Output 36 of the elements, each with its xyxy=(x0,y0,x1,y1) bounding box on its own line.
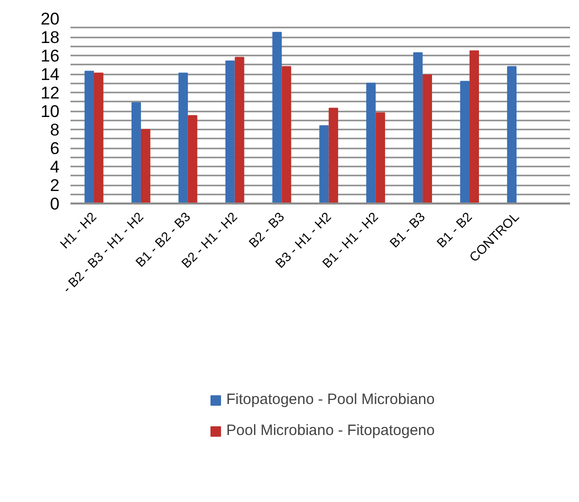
x-tick-label: B1 - B3 xyxy=(386,209,428,250)
bar xyxy=(470,50,479,204)
y-tick-label: 8 xyxy=(50,120,60,140)
bar xyxy=(94,72,104,204)
bar xyxy=(84,70,94,204)
bar xyxy=(188,115,198,204)
y-tick-label: 18 xyxy=(40,28,60,47)
y-tick-label: 16 xyxy=(40,46,60,66)
y-tick-label: 10 xyxy=(40,102,60,121)
bar xyxy=(178,72,188,204)
legend-label: Pool Microbiano - Fitopatogeno xyxy=(226,422,435,439)
y-tick-label: 4 xyxy=(50,158,60,176)
y-tick-label: 0 xyxy=(50,194,60,214)
x-tick-label: B1 - B2 xyxy=(434,209,475,250)
bar xyxy=(413,52,423,204)
bar xyxy=(282,66,292,204)
bar xyxy=(319,125,329,204)
bar xyxy=(507,66,517,204)
y-tick-label: 12 xyxy=(40,84,60,102)
legend-label: Fitopatogeno - Pool Microbiano xyxy=(226,391,435,408)
x-tick-label: B2 - B3 xyxy=(246,209,288,250)
y-tick-label: 6 xyxy=(50,139,60,158)
bar xyxy=(225,60,235,204)
bar xyxy=(132,102,141,204)
y-tick-label: 14 xyxy=(40,65,60,84)
bar xyxy=(460,80,470,204)
bar xyxy=(328,108,338,204)
bar xyxy=(140,129,150,204)
bar xyxy=(234,56,244,204)
bar xyxy=(422,74,432,204)
bar xyxy=(272,32,282,204)
y-tick-label: 20 xyxy=(40,10,60,28)
y-tick-label: 2 xyxy=(50,176,60,195)
bar xyxy=(366,82,376,204)
bar xyxy=(376,112,386,204)
x-tick-label: H1 - H2 xyxy=(57,209,100,252)
